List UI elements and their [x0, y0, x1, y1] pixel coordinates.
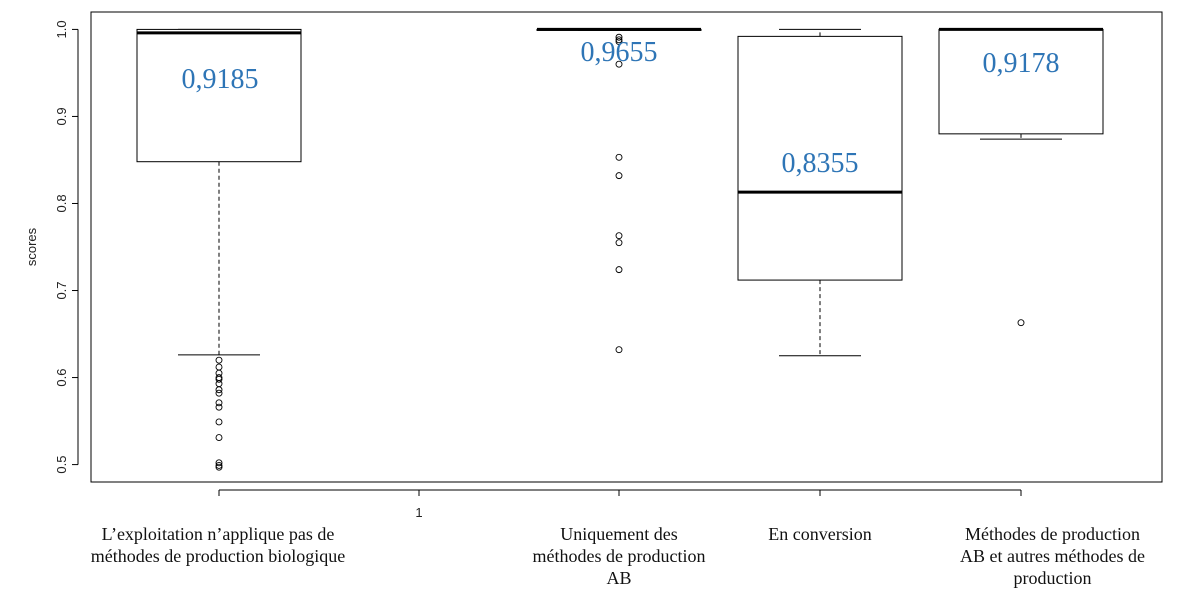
outlier-0-12: [215, 459, 223, 467]
box-group-0: [136, 28, 302, 471]
outlier-0-8: [215, 399, 223, 407]
category-label-1: Uniquement des méthodes de production AB: [532, 524, 706, 588]
mean-label-2: 0,8355: [782, 148, 859, 179]
outlier-1-2: [615, 38, 623, 46]
outlier-1-7: [615, 239, 623, 247]
outlier-0-14: [215, 463, 223, 471]
box-group-3: [938, 27, 1104, 327]
outlier-1-8: [615, 266, 623, 274]
y-tick-label-3: 0.8: [54, 194, 69, 212]
y-tick-label-0: 0.5: [54, 456, 69, 474]
y-axis-title: scores: [24, 227, 39, 266]
boxes: [136, 27, 1104, 471]
outlier-1-1: [615, 36, 623, 44]
box-0: [136, 28, 302, 163]
mean-label-3: 0,9178: [983, 48, 1060, 79]
category-label-2: En conversion: [768, 524, 872, 544]
box-2: [737, 35, 903, 281]
y-tick-label-5: 1.0: [54, 20, 69, 38]
outlier-1-3: [615, 60, 623, 68]
outlier-0-9: [215, 403, 223, 411]
outlier-0-1: [215, 363, 223, 371]
y-tick-label-4: 0.9: [54, 107, 69, 125]
mean-labels: 0,9185 0,9655 0,8355 0,9178: [182, 37, 1060, 179]
outlier-1-5: [615, 172, 623, 180]
box-group-1: [536, 27, 702, 354]
outlier-0-6: [215, 386, 223, 394]
category-label-0: L’exploitation n’applique pas de méthode…: [90, 524, 346, 566]
outlier-1-9: [615, 346, 623, 354]
box-group-2: [737, 28, 903, 357]
x-axis: [218, 489, 1022, 496]
x-axis-tick-label: 1: [415, 505, 422, 520]
outlier-0-7: [215, 389, 223, 397]
box-3: [938, 28, 1104, 135]
outlier-1-6: [615, 232, 623, 240]
outlier-0-4: [215, 375, 223, 383]
outlier-0-5: [215, 380, 223, 388]
outlier-0-0: [215, 356, 223, 364]
mean-label-1: 0,9655: [581, 37, 658, 68]
mean-label-0: 0,9185: [182, 64, 259, 95]
outlier-1-4: [615, 153, 623, 161]
y-tick-label-1: 0.6: [54, 369, 69, 387]
outlier-0-10: [215, 418, 223, 426]
category-label-3: Méthodes de production AB et autres méth…: [960, 524, 1145, 588]
outlier-3-0: [1017, 319, 1025, 327]
outlier-0-13: [215, 462, 223, 469]
plot-frame: [90, 11, 1163, 483]
outlier-1-0: [615, 33, 623, 41]
outlier-0-11: [215, 434, 223, 442]
y-tick-label-2: 0.7: [54, 281, 69, 299]
y-axis: 0.5 0.6 0.7 0.8 0.9 1.0: [54, 20, 79, 474]
